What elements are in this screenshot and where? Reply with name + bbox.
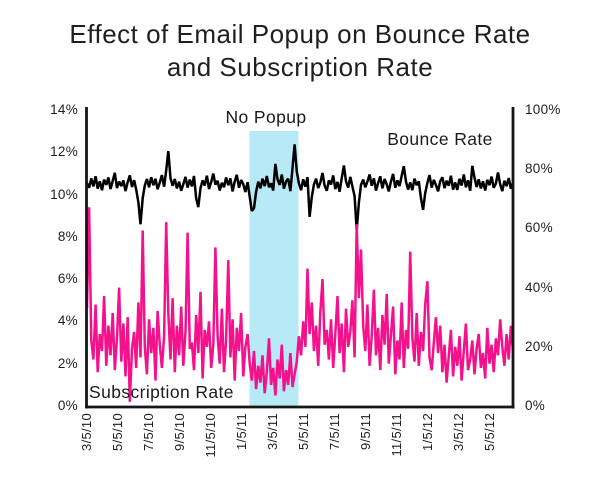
y-axis-label-right: 80%	[525, 161, 553, 177]
y-axis-label-left: 10%	[50, 186, 78, 202]
y-axis-label-right: 20%	[525, 338, 553, 354]
y-axis-label-left: 12%	[50, 144, 78, 160]
bounce-rate-line	[85, 144, 515, 231]
x-axis-label: 5/5/10	[109, 413, 125, 451]
x-axis-label: 5/5/11	[295, 413, 311, 450]
y-axis-label-left: 6%	[57, 271, 78, 287]
x-axis-label: 7/5/11	[326, 413, 342, 450]
chart-title-line2: and Subscription Rate	[166, 52, 434, 82]
y-axis-label-right: 40%	[525, 279, 553, 295]
x-axis-label: 9/5/11	[357, 413, 373, 450]
annotation-no-popup: No Popup	[225, 107, 307, 127]
x-axis-label: 3/5/10	[78, 413, 94, 451]
y-axis-label-left: 14%	[50, 102, 78, 117]
y-axis-label-right: 60%	[525, 220, 553, 236]
x-axis-label: 1/5/12	[419, 413, 435, 451]
x-axis-label: 11/5/11	[388, 413, 404, 457]
x-axis-label: 7/5/10	[140, 413, 156, 451]
y-axis-label-left: 4%	[57, 313, 78, 329]
x-axis-label: 9/5/10	[171, 413, 187, 451]
chart-title: Effect of Email Popup on Bounce Rate and…	[0, 18, 600, 84]
y-axis-label-right: 0%	[525, 398, 546, 413]
x-axis-label: 5/5/12	[481, 413, 497, 451]
y-axis-label-left: 0%	[57, 398, 78, 413]
x-axis-label: 1/5/11	[233, 413, 249, 450]
x-axis-label: 3/5/12	[450, 413, 466, 451]
axis-lines	[85, 107, 515, 409]
y-axis-label-left: 2%	[57, 355, 78, 371]
y-axis-label-left: 8%	[57, 228, 78, 244]
subscription-rate-line	[85, 207, 515, 402]
x-axis-label: 3/5/11	[264, 413, 280, 450]
annotation-bounce-rate: Bounce Rate	[387, 129, 493, 149]
annotation-subscription-rate: Subscription Rate	[89, 382, 234, 402]
y-axis-label-right: 100%	[525, 102, 561, 117]
x-axis-label: 11/5/10	[202, 413, 218, 458]
chart-title-line1: Effect of Email Popup on Bounce Rate	[69, 19, 531, 49]
